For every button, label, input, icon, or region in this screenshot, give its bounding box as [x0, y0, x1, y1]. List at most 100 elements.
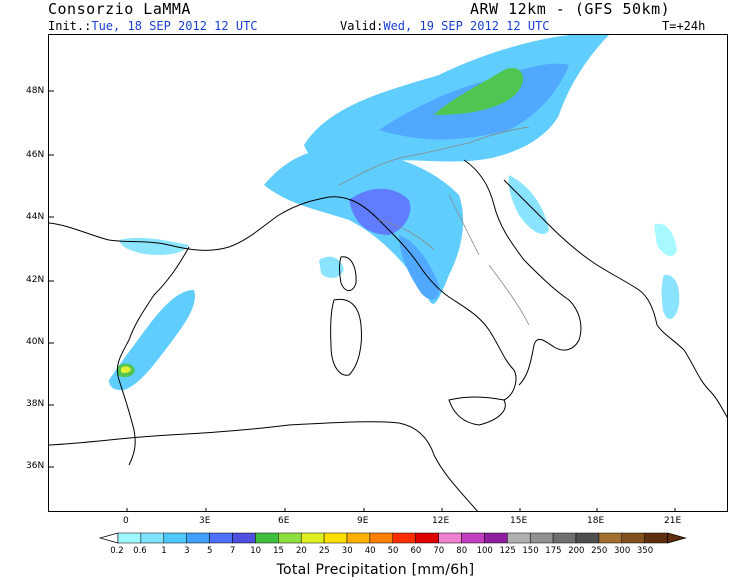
legend-swatch — [255, 532, 279, 544]
legend-threshold-label: 40 — [364, 546, 376, 556]
precipitation-field — [109, 35, 680, 391]
lon-label-12e: 12E — [432, 516, 450, 526]
legend-colorbar — [98, 532, 687, 544]
border-alps — [338, 126, 530, 186]
legend-threshold-label: 5 — [207, 546, 213, 556]
graticule-ticks — [49, 90, 676, 511]
legend-swatch — [575, 532, 600, 544]
lat-label-46n: 46N — [26, 150, 45, 160]
precip-area-austria-green — [434, 67, 524, 115]
valid-label: Valid: — [340, 19, 384, 33]
coast-north-africa — [49, 421, 478, 511]
lon-label-15e: 15E — [510, 516, 528, 526]
lat-label-40n: 40N — [26, 337, 45, 347]
legend-threshold-label: 3 — [184, 546, 190, 556]
legend-threshold-label: 25 — [318, 546, 330, 556]
legend-threshold-label: 70 — [433, 546, 445, 556]
lat-label-48n: 48N — [26, 86, 45, 96]
legend-threshold-label: 50 — [387, 546, 399, 556]
legend-threshold-label: 100 — [476, 546, 493, 556]
legend-swatch — [415, 532, 439, 544]
coast-sardinia — [330, 298, 362, 376]
lon-label-0: 0 — [123, 516, 129, 526]
border-italy-regions — [378, 194, 530, 326]
precipitation-map — [48, 34, 728, 512]
valid-value: Wed, 19 SEP 2012 12 UTC — [383, 19, 550, 33]
legend-threshold-label: 125 — [499, 546, 516, 556]
legend-threshold-label: 250 — [591, 546, 608, 556]
legend-swatch — [186, 532, 210, 544]
legend-threshold-label: 150 — [522, 546, 539, 556]
lon-label-18e: 18E — [587, 516, 605, 526]
precip-area-tuscany — [349, 188, 411, 235]
legend-over-arrow — [667, 532, 687, 544]
precip-area-tyrrhenian — [399, 235, 440, 300]
lon-label-3e: 3E — [199, 516, 211, 526]
coast-italy-east — [463, 159, 582, 386]
legend-swatch — [392, 532, 416, 544]
precip-area-greece — [661, 274, 680, 320]
coast-sicily — [448, 396, 506, 426]
legend-threshold-label: 7 — [229, 546, 236, 556]
legend-swatch — [529, 532, 554, 544]
lat-label-44n: 44N — [26, 212, 45, 222]
legend-threshold-label: 200 — [568, 546, 585, 556]
coast-greece — [656, 324, 727, 418]
legend-swatch — [323, 532, 348, 544]
legend-swatch — [346, 532, 371, 544]
legend-threshold-label: 60 — [410, 546, 422, 556]
coast-adriatic-east — [503, 179, 658, 326]
lon-label-6e: 6E — [278, 516, 290, 526]
legend-threshold-label: 80 — [456, 546, 468, 556]
legend-swatch — [163, 532, 187, 544]
legend-threshold-label: 1 — [161, 546, 167, 556]
legend-swatch — [598, 532, 623, 544]
legend-threshold-label: 0.2 — [110, 546, 124, 556]
coast-iberia-east — [116, 246, 190, 466]
legend-swatch — [232, 532, 256, 544]
legend-threshold-label: 15 — [273, 546, 284, 556]
legend-threshold-label: 350 — [636, 546, 654, 556]
legend-threshold-label: 0.6 — [133, 546, 147, 556]
legend-swatch — [621, 532, 645, 544]
forecast-lead-time: T=+24h — [662, 19, 706, 33]
lon-label-9e: 9E — [357, 516, 369, 526]
country-borders — [338, 126, 530, 326]
legend-threshold-label: 300 — [614, 546, 631, 556]
coast-corsica — [339, 256, 357, 291]
precip-area-gulf-of-lion — [119, 237, 189, 255]
legend-swatch — [300, 532, 325, 544]
precip-area-valencia-peak — [121, 366, 131, 374]
legend-swatch — [484, 532, 508, 544]
init-label: Init.: — [48, 19, 92, 33]
legend-swatch — [644, 532, 668, 544]
legend-swatch — [209, 532, 233, 544]
model-title: ARW 12km - (GFS 50km) — [470, 0, 671, 18]
legend-swatch — [117, 532, 142, 544]
init-time: Init.:Tue, 18 SEP 2012 12 UTC — [48, 19, 258, 33]
legend-swatch — [140, 532, 165, 544]
legend-swatch — [369, 532, 394, 544]
legend-threshold-label: 10 — [250, 546, 262, 556]
legend-threshold-label: 175 — [545, 546, 562, 556]
legend-title: Total Precipitation [mm/6h] — [276, 562, 475, 578]
legend-swatch — [507, 532, 531, 544]
lon-label-21e: 21E — [664, 516, 682, 526]
lat-label-36n: 36N — [26, 461, 45, 471]
valid-time: Valid:Wed, 19 SEP 2012 12 UTC — [340, 19, 550, 33]
map-canvas — [49, 35, 727, 511]
init-value: Tue, 18 SEP 2012 12 UTC — [91, 19, 258, 33]
precip-area-corsica — [319, 256, 344, 278]
precip-area-east — [654, 223, 677, 257]
legend-swatch — [278, 532, 302, 544]
legend-under-arrow — [98, 532, 119, 544]
coast-france-spain — [49, 196, 330, 251]
lat-label-42n: 42N — [26, 275, 45, 285]
legend-threshold-label: 20 — [296, 546, 307, 556]
coastlines — [49, 159, 727, 511]
legend-threshold-label: 30 — [341, 546, 353, 556]
legend-swatch — [438, 532, 462, 544]
organization-title: Consorzio LaMMA — [48, 0, 191, 18]
lat-label-38n: 38N — [26, 399, 45, 409]
legend-swatch — [552, 532, 577, 544]
